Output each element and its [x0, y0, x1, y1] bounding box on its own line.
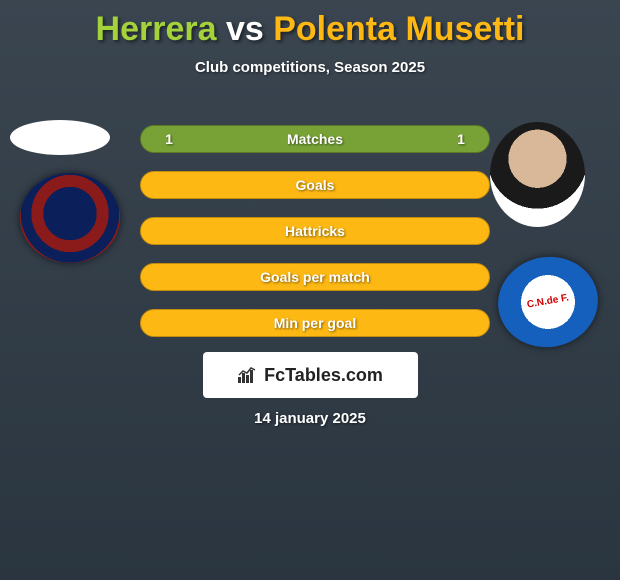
matches-left-value: 1: [159, 131, 179, 147]
player1-name: Herrera: [96, 10, 217, 48]
player1-club-badge: [20, 173, 120, 263]
brand-text: FcTables.com: [264, 365, 383, 386]
brand-box: FcTables.com: [203, 352, 418, 398]
subtitle: Club competitions, Season 2025: [0, 59, 620, 76]
chart-icon: [238, 367, 258, 383]
vs-text: vs: [226, 10, 264, 48]
stat-bar-goals-per-match: Goals per match: [140, 263, 490, 291]
player2-club-badge: C.N.de F.: [491, 249, 605, 355]
stat-bar-min-per-goal: Min per goal: [140, 309, 490, 337]
player1-avatar: [10, 120, 110, 155]
date-text: 14 january 2025: [0, 410, 620, 427]
stat-bar-goals: Goals: [140, 171, 490, 199]
page-title: Herrera vs Polenta Musetti: [0, 0, 620, 49]
stat-bars: 1 Matches 1 Goals Hattricks Goals per ma…: [140, 125, 490, 355]
matches-label: Matches: [179, 131, 451, 147]
stat-bar-matches: 1 Matches 1: [140, 125, 490, 153]
matches-right-value: 1: [451, 131, 471, 147]
player2-avatar: [490, 122, 585, 227]
player2-name: Polenta Musetti: [273, 10, 524, 48]
stat-bar-hattricks: Hattricks: [140, 217, 490, 245]
